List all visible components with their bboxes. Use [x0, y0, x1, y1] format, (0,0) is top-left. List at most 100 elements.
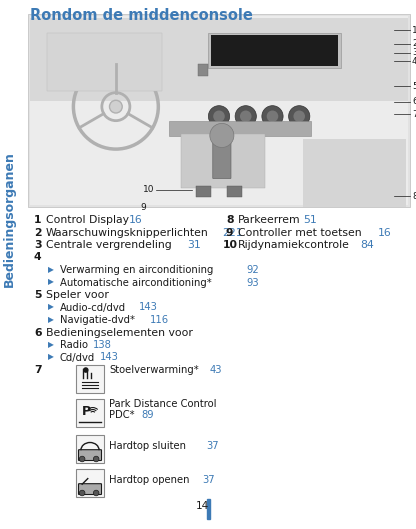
Text: 2: 2	[34, 227, 42, 238]
Circle shape	[289, 106, 310, 127]
Text: Cd/dvd: Cd/dvd	[60, 352, 95, 362]
Text: 7: 7	[34, 365, 42, 375]
Text: 8: 8	[226, 215, 233, 225]
Circle shape	[262, 106, 283, 127]
Bar	[76, 469, 104, 497]
Text: Bedieningselementen voor: Bedieningselementen voor	[46, 327, 193, 338]
Circle shape	[79, 456, 85, 462]
Text: PDC*: PDC*	[109, 411, 135, 420]
Circle shape	[240, 111, 252, 122]
Text: 89: 89	[141, 411, 154, 420]
Bar	[28, 14, 410, 207]
Text: Hardtop openen: Hardtop openen	[109, 475, 190, 485]
FancyBboxPatch shape	[213, 139, 231, 179]
Text: 3: 3	[34, 240, 42, 250]
FancyBboxPatch shape	[79, 450, 102, 461]
Bar	[47, 33, 162, 91]
Text: ▶: ▶	[48, 352, 54, 361]
Bar	[210, 35, 338, 66]
Text: 51: 51	[303, 215, 317, 225]
Circle shape	[235, 106, 256, 127]
Text: Rondom de middenconsole: Rondom de middenconsole	[30, 8, 253, 23]
Text: P: P	[82, 405, 91, 418]
Bar	[207, 499, 210, 519]
Text: Waarschuwingsknipperlichten: Waarschuwingsknipperlichten	[46, 227, 209, 238]
Bar	[227, 186, 242, 197]
Text: 1: 1	[34, 215, 42, 225]
Text: Controller met toetsen: Controller met toetsen	[238, 227, 362, 238]
Circle shape	[267, 111, 278, 122]
Text: Audio-cd/dvd: Audio-cd/dvd	[60, 303, 126, 313]
Text: 43: 43	[210, 365, 223, 375]
Text: Navigatie-dvd*: Navigatie-dvd*	[60, 315, 135, 325]
Text: Parkeerrem: Parkeerrem	[238, 215, 301, 225]
Bar	[76, 365, 104, 393]
Text: 84: 84	[360, 240, 374, 250]
Text: 16: 16	[378, 227, 392, 238]
FancyBboxPatch shape	[79, 484, 102, 495]
Text: ▶: ▶	[48, 315, 54, 324]
Text: Speler voor: Speler voor	[46, 290, 109, 300]
Bar	[181, 134, 265, 188]
Text: 6: 6	[412, 97, 416, 106]
Text: 14: 14	[196, 501, 209, 511]
Circle shape	[79, 490, 85, 496]
Text: 4: 4	[34, 252, 42, 262]
Circle shape	[208, 106, 230, 127]
Text: ▶: ▶	[48, 340, 54, 349]
Bar	[30, 18, 408, 101]
Bar	[76, 435, 104, 463]
Circle shape	[213, 111, 225, 122]
Bar	[76, 399, 104, 427]
Text: ▶: ▶	[48, 265, 54, 274]
Text: Stoelverwarming*: Stoelverwarming*	[109, 365, 199, 375]
Text: 16: 16	[129, 215, 143, 225]
Text: Rijdynamiekcontrole: Rijdynamiekcontrole	[238, 240, 350, 250]
Text: 2: 2	[412, 40, 416, 49]
Text: 3: 3	[412, 48, 416, 57]
Bar	[303, 140, 406, 207]
Circle shape	[93, 456, 99, 462]
Bar	[169, 121, 311, 135]
Text: ▶: ▶	[48, 303, 54, 312]
Text: 143: 143	[139, 303, 158, 313]
Bar	[30, 16, 408, 205]
Text: 5: 5	[412, 82, 416, 91]
Text: 138: 138	[93, 340, 112, 350]
Circle shape	[109, 101, 122, 113]
Text: Park Distance Control: Park Distance Control	[109, 399, 216, 409]
Bar	[198, 64, 208, 76]
Text: 10: 10	[223, 240, 238, 250]
Text: 1: 1	[412, 26, 416, 35]
Text: 9: 9	[141, 203, 146, 212]
Text: 8: 8	[412, 192, 416, 201]
Circle shape	[293, 111, 305, 122]
Text: 5: 5	[34, 290, 42, 300]
Circle shape	[83, 367, 89, 373]
Text: 37: 37	[206, 441, 219, 451]
Circle shape	[93, 490, 99, 496]
Bar	[208, 33, 341, 68]
Text: 116: 116	[150, 315, 169, 325]
Text: Radio: Radio	[60, 340, 88, 350]
Text: Control Display: Control Display	[46, 215, 129, 225]
Text: Hardtop sluiten: Hardtop sluiten	[109, 441, 186, 451]
Text: 143: 143	[100, 352, 119, 362]
Text: 31: 31	[187, 240, 201, 250]
Text: 10: 10	[143, 185, 154, 194]
Circle shape	[210, 123, 234, 148]
Text: ▶: ▶	[48, 278, 54, 287]
Text: 221: 221	[222, 227, 243, 238]
Bar	[196, 186, 211, 197]
Text: Verwarming en airconditioning: Verwarming en airconditioning	[60, 265, 213, 275]
Text: 7: 7	[412, 110, 416, 119]
Text: Automatische airconditioning*: Automatische airconditioning*	[60, 278, 212, 287]
Text: Bedieningsorganen: Bedieningsorganen	[2, 151, 15, 287]
Text: 37: 37	[202, 475, 215, 485]
Text: Centrale vergrendeling: Centrale vergrendeling	[46, 240, 172, 250]
Text: 92: 92	[246, 265, 259, 275]
Text: 6: 6	[34, 327, 42, 338]
Text: 93: 93	[246, 278, 259, 287]
Text: 4: 4	[412, 57, 416, 66]
Text: 9: 9	[226, 227, 233, 238]
